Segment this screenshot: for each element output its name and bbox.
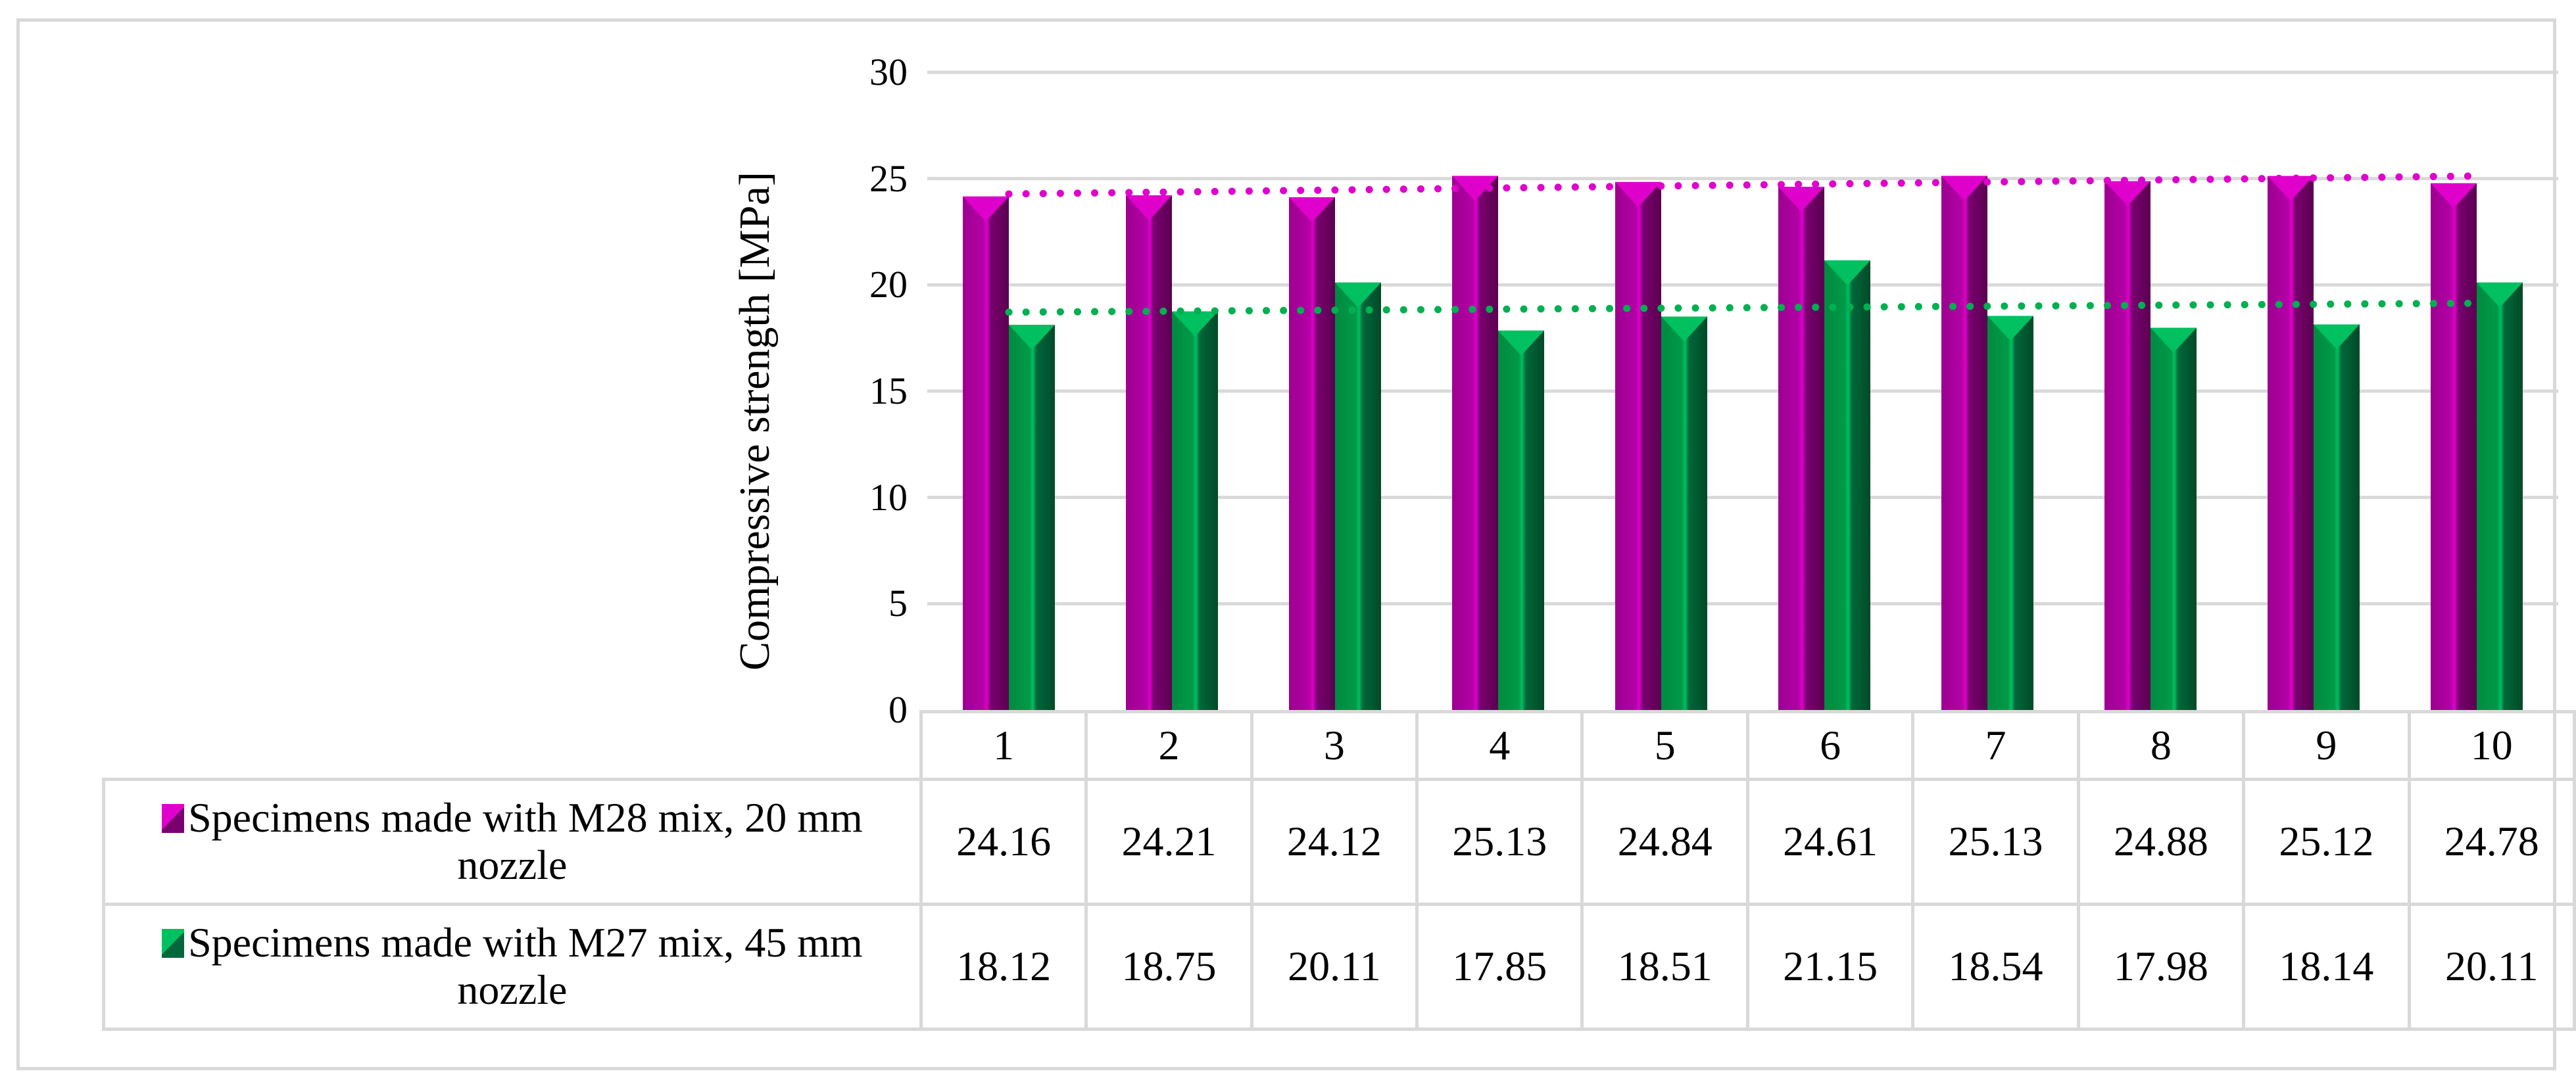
bar-m28 [2104,181,2151,711]
category-label: 5 [1580,710,1749,781]
bar-m27 [2314,324,2360,710]
bar-m27 [2477,282,2523,710]
category-label: 7 [1911,710,2080,781]
chart-frame [16,18,2556,1070]
table-cell-value: 24.16 [919,777,1088,906]
y-axis-label: Compressive strength [MPa] [731,172,779,671]
table-cell-value: 25.13 [1415,777,1584,906]
bars [963,176,2523,711]
bar-bevel [1126,195,1172,221]
table-row: Specimens made with M27 mix, 45 mm nozzl… [102,902,2576,1031]
bar-m28 [1289,197,1335,710]
table-row-label: Specimens made with M27 mix, 45 mm nozzl… [102,902,923,1031]
table-cell-value: 24.61 [1745,777,1915,906]
table-row: Specimens made with M28 mix, 20 mm nozzl… [102,777,2576,906]
bar-m28 [1778,187,1824,710]
trendline-m27 [1005,299,2481,316]
legend-key-magenta [162,804,185,833]
bar-bevel [2268,176,2314,201]
bar-bevel [1661,316,1707,342]
bar-bevel [1778,187,1824,212]
bar-m28 [963,196,1009,710]
bar-bevel [2104,181,2151,206]
category-label: 2 [1084,710,1253,781]
table-cell-value: 24.84 [1580,777,1749,906]
bar-m27 [1009,325,1055,710]
bar-m27 [1824,260,1870,710]
table-cell-value: 25.12 [2242,777,2411,906]
bar-m27 [2151,327,2197,710]
table-cell-value: 20.11 [2407,902,2576,1031]
category-label: 8 [2076,710,2246,781]
table-row-label: Specimens made with M28 mix, 20 mm nozzl… [102,777,923,906]
legend-label: Specimens made with M28 mix, 20 mm nozzl… [188,794,863,888]
bar-m28 [1615,181,1661,711]
table-cell-value: 18.14 [2242,902,2411,1031]
table-cell-value: 24.21 [1084,777,1253,906]
bar-m27 [1661,316,1707,710]
bar-bevel [2314,324,2360,350]
bar-bevel [1987,316,2033,341]
table-cell-value: 24.88 [2076,777,2246,906]
table-cell-value: 18.12 [919,902,1088,1031]
bar-bevel [1498,330,1544,356]
data-table: 1 2 3 4 5 6 7 8 9 10 Specimens made with M28 mix, … [102,710,2576,1031]
bar-m27 [1172,311,1218,710]
table-cell-value: 18.54 [1911,902,2080,1031]
table-cell-value: 17.85 [1415,902,1584,1031]
category-label: 6 [1745,710,1915,781]
bar-m27 [1335,282,1381,710]
table-cell-value: 18.75 [1084,902,1253,1031]
bar-m28 [1941,176,1987,710]
y-tick-label: 10 [869,475,908,519]
legend-key-green [162,929,185,958]
bar-m28 [1126,195,1172,711]
table-cell-value: 25.13 [1911,777,2080,906]
trendlines [1005,172,2481,316]
bar-m28 [2431,183,2477,710]
bar-m27 [1987,316,2033,710]
bar-bevel [1009,325,1055,350]
y-tick-label: 15 [869,369,908,412]
y-tick-label: 25 [869,156,908,200]
bar-bevel [2431,183,2477,208]
bar-m27 [1498,330,1544,711]
bar-bevel [2477,282,2523,308]
table-cell-value: 24.78 [2407,777,2576,906]
bar-bevel [1172,311,1218,337]
table-header-row: 1 2 3 4 5 6 7 8 9 10 [103,710,2576,781]
bar-bevel [1824,260,1870,286]
category-label: 4 [1415,710,1584,781]
bar-bevel [1335,282,1381,308]
y-tick-label: 30 [869,51,908,93]
category-label: 3 [1250,710,1419,781]
table-cell-value: 17.98 [2076,902,2246,1031]
bar-bevel [963,196,1009,222]
y-tick-label: 20 [869,263,908,306]
category-label: 1 [919,710,1088,781]
category-label: 10 [2407,710,2576,781]
bar-bevel [2151,327,2197,353]
table-cell-value: 18.51 [1580,902,1749,1031]
y-tick-label: 5 [888,582,908,625]
bar-bevel [1289,197,1335,223]
table-corner [103,711,923,779]
table-cell-value: 20.11 [1250,902,1419,1031]
table-cell-value: 24.12 [1250,777,1419,906]
bar-m28 [2268,176,2314,711]
category-label: 9 [2242,710,2411,781]
bar-m28 [1452,176,1498,710]
table-cell-value: 21.15 [1745,902,1915,1031]
legend-label: Specimens made with M27 mix, 45 mm nozzl… [188,919,863,1013]
